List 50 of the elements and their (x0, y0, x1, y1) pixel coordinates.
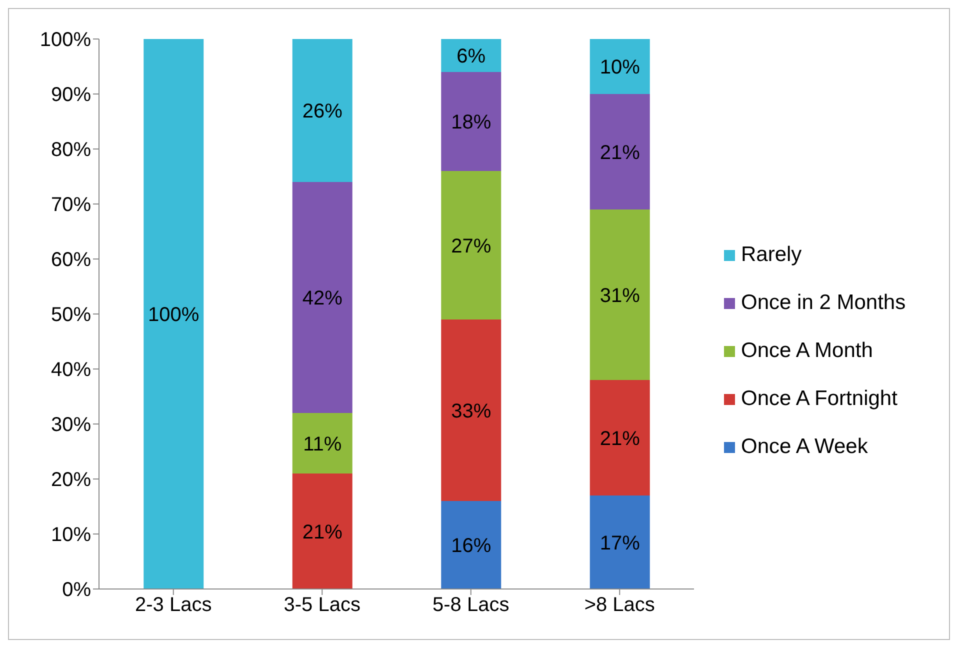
data-label: 27% (451, 235, 492, 258)
bar (441, 39, 502, 72)
y-tick-label: 50% (50, 304, 92, 326)
legend-label: Rarely (741, 243, 802, 267)
y-tick-label: 70% (50, 194, 92, 216)
data-label: 21% (600, 142, 640, 164)
bar (292, 182, 352, 413)
legend-label: Once A Week (741, 435, 868, 459)
x-tick-label: 3-5 Lacs (284, 594, 360, 616)
y-tick-label: 40% (50, 359, 92, 382)
y-tick-label: 20% (50, 469, 92, 492)
bar (292, 474, 352, 589)
y-tick-label: 90% (50, 84, 92, 106)
legend-label: Once A Month (741, 339, 873, 363)
bar (441, 501, 502, 589)
data-label: 26% (302, 100, 343, 123)
y-tick-label: 60% (50, 249, 92, 272)
data-label: 6% (456, 46, 486, 68)
bar (292, 39, 352, 182)
y-tick-label: 0% (62, 579, 92, 602)
bar (292, 413, 352, 474)
bar (590, 496, 650, 589)
x-tick-label: 2-3 Lacs (135, 594, 212, 616)
bar (144, 39, 204, 589)
data-label: 21% (302, 521, 343, 544)
bar (441, 171, 502, 320)
data-label: 16% (451, 535, 492, 558)
x-tick-label: >8 Lacs (584, 594, 655, 616)
bar (590, 210, 650, 380)
y-tick-label: 80% (50, 139, 92, 162)
data-label: 100% (148, 304, 200, 326)
data-label: 31% (600, 284, 640, 307)
data-label: 42% (302, 288, 343, 310)
data-label: 10% (600, 56, 640, 79)
bar (441, 320, 502, 501)
bar (441, 72, 502, 171)
bar (590, 380, 650, 496)
data-label: 33% (451, 400, 492, 422)
data-label: 18% (451, 112, 492, 134)
x-tick-label: 5-8 Lacs (432, 594, 510, 616)
bar (590, 94, 650, 210)
y-tick-label: 30% (50, 414, 92, 436)
data-label: 21% (600, 428, 640, 450)
data-label: 11% (303, 433, 342, 456)
data-label: 17% (600, 532, 640, 554)
legend-label: Once A Fortnight (741, 387, 898, 411)
y-tick-label: 100% (40, 29, 92, 52)
bar (590, 39, 650, 94)
y-tick-label: 10% (50, 524, 92, 546)
legend-label: Once in 2 Months (741, 291, 906, 315)
